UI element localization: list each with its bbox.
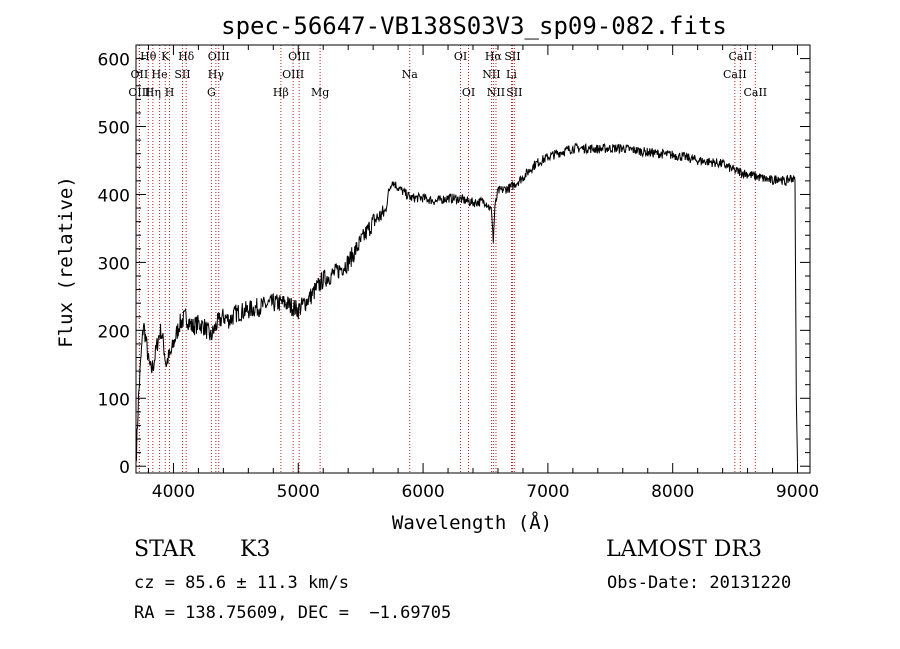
line-label-18: OI	[462, 86, 475, 99]
line-label-20: SII	[504, 50, 520, 63]
x-axis-ticks: 4000 5000 6000 7000 8000 9000	[147, 45, 819, 502]
x-tick-label-2: 6000	[401, 482, 444, 502]
line-label-8: H	[165, 86, 175, 99]
line-label-1: OII	[131, 68, 149, 81]
line-label-17: OI	[454, 50, 467, 63]
line-label-22: Li	[506, 68, 517, 81]
line-label-6: Hδ	[178, 50, 195, 63]
survey-name: LAMOST DR3	[606, 537, 762, 562]
line-label-19: Hα	[485, 50, 503, 63]
line-label-7: SII	[174, 68, 190, 81]
y-tick-label-5: 500	[98, 119, 130, 139]
line-label-12: OIII	[288, 50, 310, 63]
line-label-21: NII	[482, 68, 500, 81]
line-label-11: G	[207, 86, 216, 99]
x-tick-label-1: 5000	[277, 482, 320, 502]
line-label-15: Mg	[311, 86, 329, 99]
chart-title: spec-56647-VB138S03V3_sp09-082.fits	[221, 12, 727, 40]
line-label-0: Hθ	[140, 50, 157, 63]
line-label-14: Hβ	[273, 86, 289, 99]
line-label-23: NII	[487, 86, 505, 99]
plot-frame	[135, 44, 811, 474]
line-label-4: He	[152, 68, 168, 81]
spectrum-line	[135, 142, 798, 463]
line-label-13: OIII	[282, 68, 304, 81]
y-axis-label: Flux (relative)	[55, 176, 77, 348]
y-tick-label-3: 300	[98, 254, 130, 274]
line-label-27: CaII	[743, 86, 767, 99]
y-tick-label-1: 100	[98, 390, 130, 410]
line-label-24: SII	[506, 86, 522, 99]
y-tick-label-0: 0	[119, 458, 130, 478]
y-tick-label-2: 200	[98, 322, 130, 342]
line-label-16: Na	[402, 68, 419, 81]
y-tick-label-6: 600	[98, 51, 130, 71]
y-tick-label-4: 400	[98, 186, 130, 206]
line-label-2: OIII	[128, 86, 150, 99]
x-tick-label-5: 9000	[776, 482, 819, 502]
line-label-9: OIII	[208, 50, 230, 63]
spectral-line-labels: Hθ OII OIII K He Hη Hδ SII H OIII Hγ G OIII OIII Hβ Mg N…	[128, 50, 767, 99]
line-label-10: Hγ	[208, 68, 225, 81]
x-tick-label-0: 4000	[152, 482, 195, 502]
line-label-5: Hη	[145, 86, 161, 99]
coordinates: RA = 138.75609, DEC = −1.69705	[134, 603, 452, 623]
line-label-26: CaII	[723, 68, 747, 81]
x-axis-label: Wavelength (Å)	[392, 511, 552, 534]
spectral-subclass: K3	[240, 537, 271, 562]
line-label-25: CaII	[729, 50, 753, 63]
redshift-cz: cz = 85.6 ± 11.3 km/s	[134, 573, 349, 593]
object-class: STAR	[134, 537, 195, 562]
observation-date: Obs-Date: 20131220	[607, 573, 792, 593]
spectral-line-markers	[138, 45, 756, 473]
y-axis-ticks: 0 100 200 300 400 500 600	[98, 51, 810, 478]
x-tick-label-4: 8000	[651, 482, 694, 502]
line-label-3: K	[161, 50, 170, 63]
x-tick-label-3: 7000	[526, 482, 569, 502]
